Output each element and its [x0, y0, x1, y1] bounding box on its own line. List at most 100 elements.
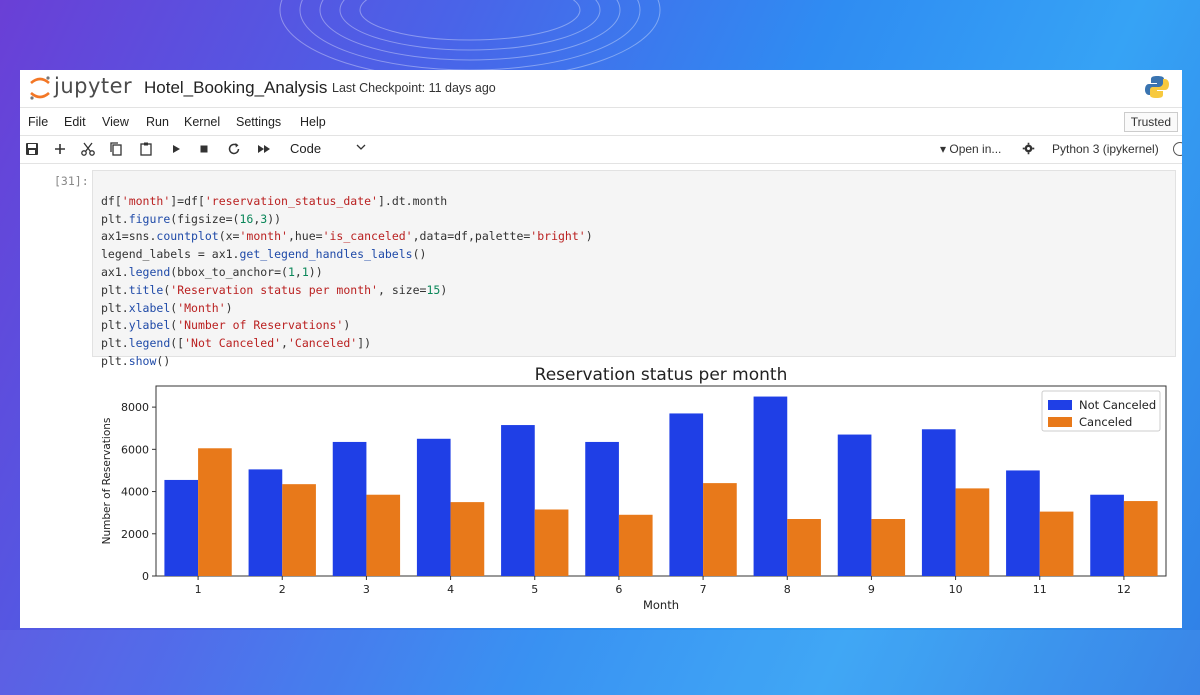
cell-prompt: [31]:: [54, 174, 89, 188]
code-lines: df['month']=df['reservation_status_date'…: [101, 175, 593, 406]
code-line: ax1=sns.countplot(x='month',hue='is_canc…: [101, 228, 593, 246]
bar-not-canceled: [921, 429, 956, 576]
jupyter-window: jupyter Hotel_Booking_Analysis Last Chec…: [20, 70, 1182, 628]
legend-swatch: [1048, 417, 1072, 427]
x-tick-label: 2: [279, 583, 286, 596]
code-line-text: plt.title('Reservation status per month'…: [101, 282, 448, 297]
bar-canceled: [871, 519, 906, 576]
code-line: legend_labels = ax1.get_legend_handles_l…: [101, 246, 593, 264]
x-axis-label: Month: [643, 598, 679, 612]
y-axis-label: Number of Reservations: [101, 418, 113, 545]
menu-settings[interactable]: Settings: [236, 115, 282, 129]
restart-icon[interactable]: [226, 141, 242, 157]
menu-run[interactable]: Run: [146, 115, 169, 129]
run-icon[interactable]: [168, 141, 184, 157]
code-line: plt.legend(['Not Canceled','Canceled']): [101, 335, 593, 353]
trusted-badge[interactable]: Trusted: [1123, 112, 1178, 132]
y-tick-label: 4000: [121, 486, 149, 499]
cell-type-select[interactable]: Code: [290, 141, 322, 156]
menu-help[interactable]: Help: [300, 115, 326, 129]
menu-edit[interactable]: Edit: [64, 115, 86, 129]
code-line-text: plt.figure(figsize=(16,3)): [101, 211, 282, 226]
bar-not-canceled: [669, 413, 704, 576]
bar-canceled: [787, 519, 821, 576]
bar-not-canceled: [248, 469, 283, 576]
x-tick-label: 12: [1117, 583, 1131, 596]
bar-not-canceled: [753, 396, 788, 576]
menu-view[interactable]: View: [102, 115, 129, 129]
bar-canceled: [282, 484, 316, 576]
checkpoint-status: Last Checkpoint: 11 days ago: [332, 81, 496, 95]
code-line: df['month']=df['reservation_status_date'…: [101, 193, 593, 211]
code-line: plt.show(): [101, 353, 593, 371]
copy-icon[interactable]: [108, 141, 124, 157]
x-tick-label: 8: [784, 583, 791, 596]
code-line-text: df['month']=df['reservation_status_date'…: [101, 193, 448, 208]
bar-not-canceled: [332, 441, 367, 576]
x-tick-label: 7: [700, 583, 707, 596]
jupyter-brand[interactable]: jupyter: [54, 74, 133, 98]
code-line: plt.title('Reservation status per month'…: [101, 282, 593, 300]
open-in-dropdown[interactable]: ▾ Open in...: [940, 142, 1002, 156]
x-tick-label: 6: [615, 583, 622, 596]
bar-not-canceled: [416, 438, 451, 576]
code-line-text: plt.legend(['Not Canceled','Canceled']): [101, 336, 372, 351]
bar-not-canceled: [1006, 470, 1040, 576]
bar-canceled: [618, 514, 653, 576]
reservation-chart: Reservation status per month 0 2000 4000 600…: [101, 365, 1167, 612]
jupyter-logo-icon: [30, 76, 50, 100]
kernel-name[interactable]: Python 3 (ipykernel): [1052, 142, 1159, 156]
bar-not-canceled: [1090, 494, 1124, 576]
y-tick-label: 6000: [121, 443, 149, 456]
bar-canceled: [534, 509, 569, 576]
code-cell-editor[interactable]: df['month']=df['reservation_status_date'…: [92, 170, 1176, 368]
chart-title: Reservation status per month: [535, 365, 788, 385]
bar-not-canceled: [501, 425, 535, 576]
menu-bar: File Edit View Run Kernel Settings Help …: [20, 107, 1182, 136]
code-line: plt.xlabel('Month'): [101, 300, 593, 318]
add-cell-icon[interactable]: [52, 141, 68, 157]
code-line-text: ax1=sns.countplot(x='month',hue='is_canc…: [101, 229, 593, 244]
bar-canceled: [1039, 511, 1074, 576]
save-icon[interactable]: [24, 141, 40, 157]
bar-canceled: [366, 494, 401, 576]
notebook-header: jupyter Hotel_Booking_Analysis Last Chec…: [20, 70, 1182, 106]
legend-label: Canceled: [1079, 415, 1132, 429]
plot-area: [155, 385, 1167, 577]
legend-swatch: [1048, 400, 1072, 410]
code-line: ax1.legend(bbox_to_anchor=(1,1)): [101, 264, 593, 282]
x-tick-label: 11: [1033, 583, 1047, 596]
bar-canceled: [955, 488, 990, 576]
menu-kernel[interactable]: Kernel: [184, 115, 221, 129]
kernel-status-icon: [1173, 142, 1182, 156]
notebook-title[interactable]: Hotel_Booking_Analysis: [144, 78, 328, 97]
y-tick-label: 0: [142, 570, 149, 583]
chevron-down-icon[interactable]: [355, 141, 367, 153]
code-line-text: plt.xlabel('Month'): [101, 300, 233, 315]
code-line: plt.figure(figsize=(16,3)): [101, 211, 593, 229]
menu-file[interactable]: File: [28, 115, 49, 129]
paste-icon[interactable]: [138, 141, 154, 157]
x-tick-label: 3: [363, 583, 370, 596]
code-line-text: legend_labels = ax1.get_legend_handles_l…: [101, 247, 427, 262]
x-tick-label: 10: [949, 583, 963, 596]
bar-not-canceled: [164, 479, 199, 576]
code-line-text: plt.show(): [101, 353, 171, 368]
run-all-icon[interactable]: [256, 141, 272, 157]
bar-canceled: [450, 502, 485, 576]
python-logo-icon: [1145, 76, 1169, 98]
stop-icon[interactable]: [196, 141, 212, 157]
toolbar: Code ▾ Open in... Python 3 (ipykernel): [20, 135, 1182, 164]
open-in-label: Open in...: [949, 142, 1002, 156]
legend-label: Not Canceled: [1079, 398, 1156, 412]
gear-icon[interactable]: [1022, 142, 1035, 155]
x-tick-label: 1: [195, 583, 202, 596]
bar-canceled: [703, 483, 737, 576]
x-tick-label: 4: [447, 583, 454, 596]
code-line-text: ax1.legend(bbox_to_anchor=(1,1)): [101, 264, 323, 279]
cut-icon[interactable]: [80, 141, 96, 157]
bar-canceled: [198, 448, 232, 576]
bar-not-canceled: [585, 441, 619, 576]
y-tick-label: 2000: [121, 528, 149, 541]
bar-not-canceled: [837, 434, 872, 576]
